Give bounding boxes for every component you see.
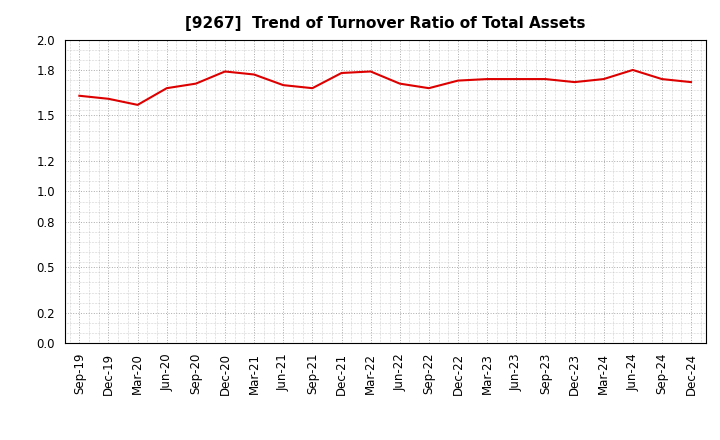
Title: [9267]  Trend of Turnover Ratio of Total Assets: [9267] Trend of Turnover Ratio of Total …: [185, 16, 585, 32]
